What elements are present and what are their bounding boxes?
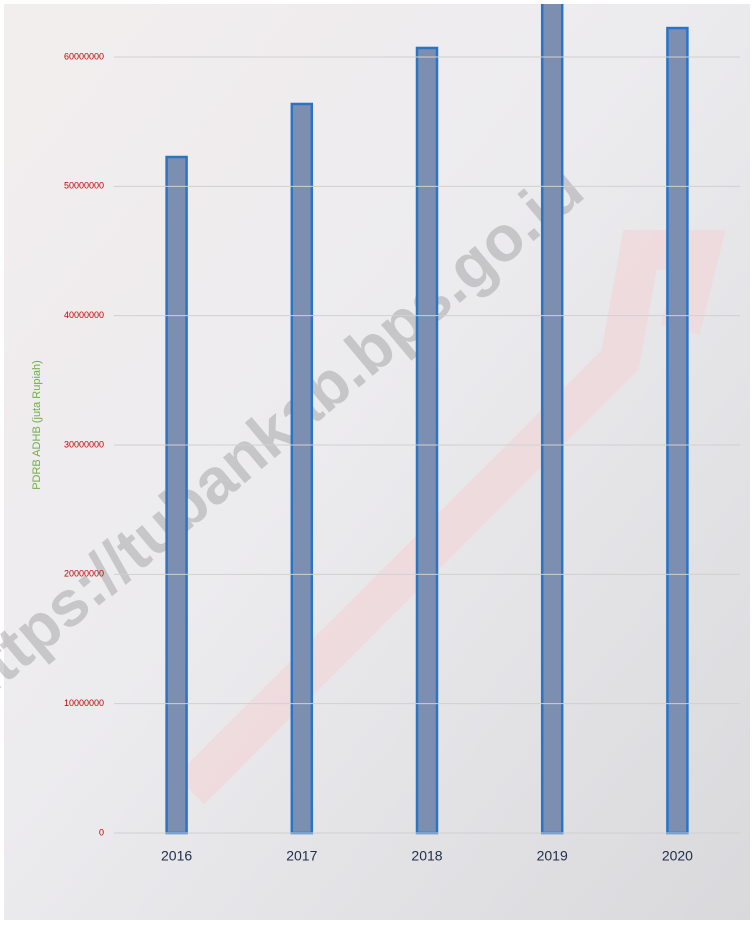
y-tick-label: 30000000 <box>64 439 104 449</box>
x-tick-label: 2018 <box>411 848 442 864</box>
y-tick-label: 60000000 <box>64 51 104 61</box>
bar <box>666 26 689 835</box>
bar <box>165 155 188 835</box>
x-tick-label: 2016 <box>161 848 192 864</box>
bar <box>540 4 564 835</box>
y-tick-label: 20000000 <box>64 569 104 579</box>
y-tick-label: 40000000 <box>64 310 104 320</box>
bar <box>290 102 314 835</box>
y-tick-label: 10000000 <box>64 698 104 708</box>
x-tick-label: 2017 <box>286 848 317 864</box>
bar <box>415 46 439 835</box>
x-tick-label: 2020 <box>662 848 693 864</box>
x-tick-label: 2019 <box>537 848 568 864</box>
plot-area <box>165 4 689 835</box>
y-tick-label: 0 <box>99 827 104 837</box>
y-tick-label: 50000000 <box>64 181 104 191</box>
chart-background <box>4 4 750 920</box>
y-axis-title: PDRB ADHB (juta Rupiah) <box>31 360 43 490</box>
